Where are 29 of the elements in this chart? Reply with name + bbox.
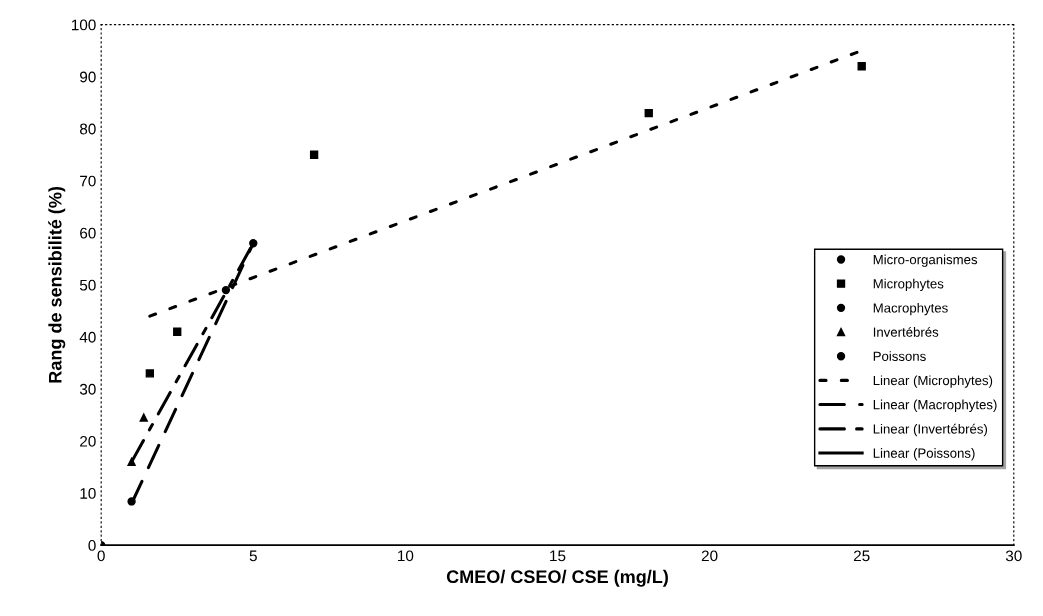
legend-label: Linear (Invertébrés): [873, 423, 988, 437]
y-tick-label: 90: [80, 71, 96, 83]
y-axis-title: Rang de sensibilité (%): [48, 186, 66, 383]
x-tick-label: 20: [701, 550, 718, 562]
legend-label: Micro-organismes: [873, 254, 978, 267]
y-tick-label: 80: [79, 123, 96, 135]
y-tick-label: 10: [80, 487, 96, 499]
y-tick-label: 30: [79, 383, 96, 395]
y-tick-label: 40: [79, 331, 96, 343]
legend-label: Linear (Poissons): [873, 448, 975, 461]
y-tick-label: 0: [88, 540, 96, 551]
legend-label: Invertébrés: [873, 326, 939, 337]
y-tick-label: 100: [71, 19, 96, 31]
y-tick-label: 50: [79, 279, 96, 291]
x-tick-label: 10: [398, 550, 414, 562]
x-tick-label: 15: [550, 550, 566, 562]
legend-label: Microphytes: [873, 278, 944, 292]
x-axis-title: CMEO/ CSEO/ CSE (mg/L): [446, 569, 668, 587]
x-tick-label: 25: [853, 550, 870, 562]
legend-label: Macrophytes: [873, 302, 948, 316]
y-tick-label: 60: [80, 227, 96, 239]
x-tick-label: 5: [249, 550, 257, 562]
legend-label: Linear (Microphytes): [873, 375, 993, 388]
y-tick-label: 20: [80, 435, 96, 447]
legend-label: Poissons: [873, 351, 926, 361]
x-tick-label: 30: [1005, 550, 1022, 562]
y-tick-label: 70: [80, 175, 96, 187]
x-tick-label: 0: [97, 550, 105, 562]
legend-label: Linear (Macrophytes): [873, 399, 997, 412]
